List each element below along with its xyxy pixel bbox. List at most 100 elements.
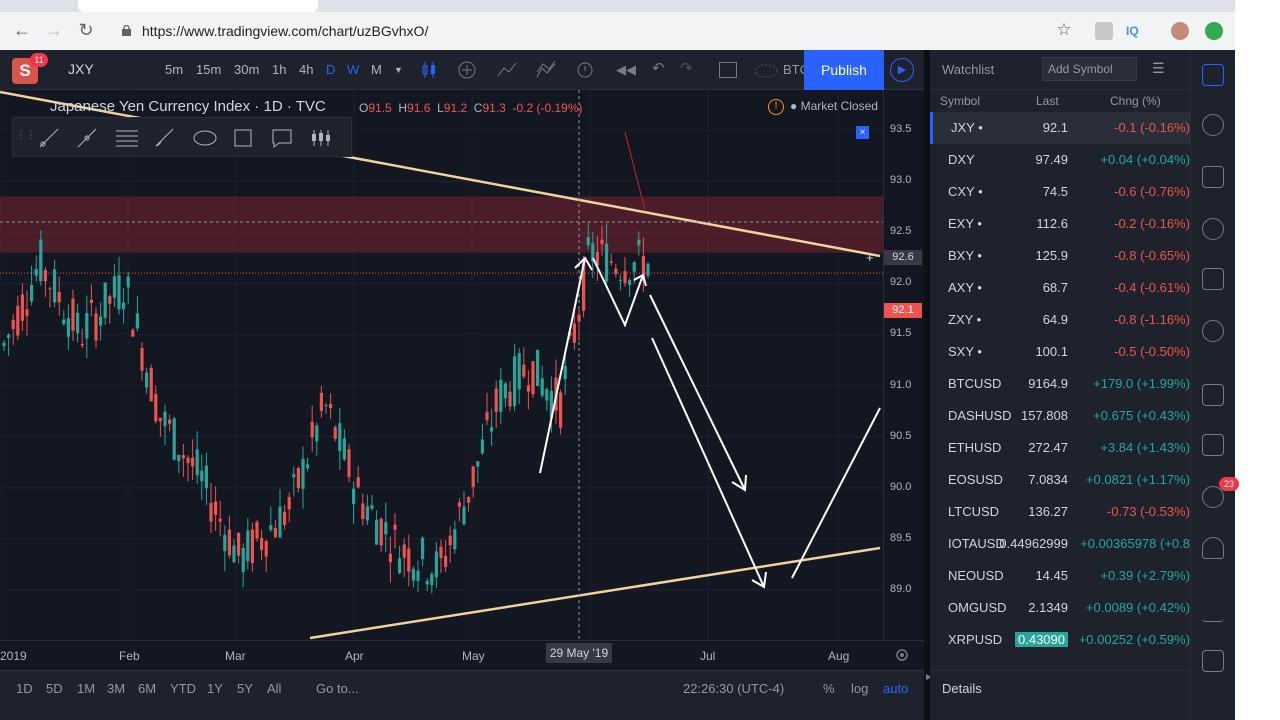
- play-icon[interactable]: ▶: [890, 58, 914, 82]
- alerts-clock-icon[interactable]: [1202, 114, 1224, 136]
- interval-w[interactable]: W: [347, 62, 360, 77]
- watchlist-row[interactable]: EOSUSD 7.0834 +0.0821 (+1.17%): [930, 464, 1190, 496]
- rectangle-icon[interactable]: [231, 126, 255, 150]
- redo-icon[interactable]: ↷: [680, 60, 693, 77]
- watchlist-row[interactable]: BXY • 125.9 -0.8 (-0.65%): [930, 240, 1190, 272]
- publish-button[interactable]: Publish: [804, 50, 884, 90]
- watchlist-row[interactable]: BTCUSD 9164.9 +179.0 (+1.99%): [930, 368, 1190, 400]
- time-axis[interactable]: 2019 Feb Mar Apr May Jul Aug 29 May '19: [0, 640, 924, 670]
- interval-1h[interactable]: 1h: [272, 62, 287, 77]
- interval-15m[interactable]: 15m: [196, 62, 222, 77]
- comment-icon[interactable]: [270, 126, 294, 150]
- order-panel-icon[interactable]: [1202, 600, 1224, 622]
- cloud-icon[interactable]: [752, 60, 780, 80]
- extension-icon[interactable]: [1095, 22, 1113, 40]
- templates-icon[interactable]: [535, 60, 557, 80]
- symbol-search[interactable]: JXY: [68, 61, 94, 77]
- watchlist-row[interactable]: IOTAUSD 0.44962999 +0.00365978 (+0.8: [930, 528, 1190, 560]
- range-6m[interactable]: 6M: [138, 681, 157, 696]
- dom-icon[interactable]: [1202, 650, 1224, 672]
- add-symbol-input[interactable]: Add Symbol: [1042, 57, 1137, 81]
- panel-divider[interactable]: ►: [924, 50, 934, 720]
- ideas-bulb-icon[interactable]: [1202, 320, 1224, 342]
- address-bar[interactable]: https://www.tradingview.com/chart/uzBGvh…: [110, 18, 1085, 44]
- col-change[interactable]: Chng (%): [1110, 94, 1161, 108]
- trendline-icon[interactable]: [37, 126, 61, 150]
- watchlist-row[interactable]: SXY • 100.1 -0.5 (-0.50%): [930, 336, 1190, 368]
- replay-icon[interactable]: ◀◀: [616, 62, 636, 77]
- watchlist-icon[interactable]: [1202, 64, 1224, 86]
- data-window-icon[interactable]: [1202, 166, 1224, 188]
- interval-m[interactable]: M: [371, 62, 382, 77]
- watchlist-row[interactable]: ZXY • 64.9 -0.8 (-1.16%): [930, 304, 1190, 336]
- notifications-icon[interactable]: [1202, 486, 1224, 508]
- settings-icon[interactable]: [894, 647, 910, 663]
- back-icon[interactable]: ←: [13, 20, 31, 40]
- undo-icon[interactable]: ↶: [652, 60, 665, 77]
- ray-icon[interactable]: [75, 126, 99, 150]
- hotlist-icon[interactable]: [1202, 218, 1224, 240]
- interval-d[interactable]: D: [326, 62, 336, 77]
- interval-dropdown-icon[interactable]: ▼: [394, 65, 403, 75]
- price-chart[interactable]: [0, 90, 883, 640]
- range-1m[interactable]: 1M: [77, 681, 96, 696]
- active-tab[interactable]: [78, 0, 318, 12]
- interval-30m[interactable]: 30m: [234, 62, 260, 77]
- range-1y[interactable]: 1Y: [207, 681, 223, 696]
- watchlist-row[interactable]: EXY • 112.6 -0.2 (-0.16%): [930, 208, 1190, 240]
- range-all[interactable]: All: [267, 681, 282, 696]
- brush-icon[interactable]: [153, 126, 177, 150]
- streams-icon[interactable]: [1202, 384, 1224, 406]
- layout-icon[interactable]: [719, 62, 737, 78]
- chart-legend-title[interactable]: Japanese Yen Currency Index · 1D · TVC: [50, 98, 326, 115]
- watchlist-row[interactable]: XRPUSD 0.43090 +0.00252 (+0.59%): [930, 624, 1190, 656]
- drag-handle-icon[interactable]: ⋮⋮: [16, 130, 36, 141]
- pattern-icon[interactable]: [309, 126, 333, 150]
- calendar-icon[interactable]: [1202, 268, 1224, 290]
- watchlist-row[interactable]: NEOUSD 14.45 +0.39 (+2.79%): [930, 560, 1190, 592]
- range-5y[interactable]: 5Y: [237, 681, 253, 696]
- alert-icon[interactable]: [575, 60, 595, 80]
- avatar[interactable]: [1171, 22, 1189, 40]
- indicators-icon[interactable]: [457, 60, 477, 80]
- compare-icon[interactable]: [496, 60, 518, 80]
- watchlist-row[interactable]: DASHUSD 157.808 +0.675 (+0.43%): [930, 400, 1190, 432]
- watchlist-row[interactable]: AXY • 68.7 -0.4 (-0.61%): [930, 272, 1190, 304]
- warning-icon[interactable]: !: [768, 99, 784, 115]
- interval-4h[interactable]: 4h: [299, 62, 314, 77]
- range-ytd[interactable]: YTD: [170, 681, 196, 696]
- chart-pane[interactable]: Japanese Yen Currency Index · 1D · TVC O…: [0, 90, 924, 640]
- watchlist-row[interactable]: LTCUSD 136.27 -0.73 (-0.53%): [930, 496, 1190, 528]
- interval-5m[interactable]: 5m: [165, 62, 184, 77]
- auto-toggle[interactable]: auto: [883, 681, 909, 696]
- percent-toggle[interactable]: %: [823, 681, 835, 696]
- bookmark-star-icon[interactable]: ☆: [1056, 20, 1072, 39]
- update-icon[interactable]: [1205, 22, 1223, 40]
- fib-icon[interactable]: [114, 126, 140, 150]
- range-5d[interactable]: 5D: [46, 681, 63, 696]
- range-1d[interactable]: 1D: [16, 681, 33, 696]
- chat-icon[interactable]: [1202, 434, 1224, 456]
- watchlist-row[interactable]: DXY 97.49 +0.04 (+0.04%): [930, 144, 1190, 176]
- iq-extension-icon[interactable]: IQ: [1126, 24, 1139, 38]
- candles-icon[interactable]: [420, 60, 438, 80]
- watchlist-row[interactable]: JXY • 92.1 -0.1 (-0.16%): [930, 112, 1190, 144]
- collapse-arrow-icon[interactable]: ►: [924, 672, 934, 683]
- watchlist-row[interactable]: CXY • 74.5 -0.6 (-0.76%): [930, 176, 1190, 208]
- col-symbol[interactable]: Symbol: [940, 94, 981, 108]
- menu-icon[interactable]: ☰: [1152, 60, 1165, 76]
- col-last[interactable]: Last: [1036, 94, 1059, 108]
- shape-icon[interactable]: [191, 126, 219, 150]
- watchlist-row[interactable]: OMGUSD 2.1349 +0.0089 (+0.42%): [930, 592, 1190, 624]
- watchlist-title[interactable]: Watchlist: [942, 62, 995, 77]
- watchlist-row[interactable]: ETHUSD 272.47 +3.84 (+1.43%): [930, 432, 1190, 464]
- bell-icon[interactable]: [1202, 537, 1224, 559]
- log-toggle[interactable]: log: [851, 681, 869, 696]
- forward-icon[interactable]: →: [45, 20, 63, 40]
- goto-button[interactable]: Go to...: [316, 681, 359, 696]
- close-panel-icon[interactable]: ×: [856, 126, 869, 139]
- details-panel[interactable]: Details: [930, 670, 1190, 720]
- add-crosshair-icon[interactable]: +: [866, 250, 874, 265]
- reload-icon[interactable]: ↻: [78, 20, 94, 40]
- price-axis[interactable]: [883, 90, 924, 640]
